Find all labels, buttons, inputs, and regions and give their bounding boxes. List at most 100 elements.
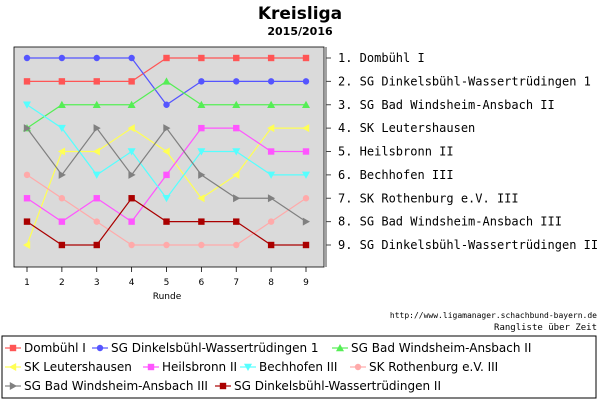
data-point bbox=[302, 100, 310, 108]
data-point bbox=[267, 194, 276, 203]
data-point bbox=[92, 147, 100, 156]
legend-marker bbox=[354, 363, 362, 371]
chart-title: Kreisliga bbox=[258, 4, 342, 24]
data-point bbox=[128, 54, 135, 62]
data-point bbox=[93, 54, 100, 62]
data-point bbox=[302, 195, 310, 202]
data-point bbox=[267, 171, 276, 179]
data-point bbox=[267, 100, 276, 108]
legend-label: SG Dinkelsbühl-Wassertrüdingen II bbox=[234, 379, 441, 393]
rank-label: 6. Bechhofen III bbox=[338, 168, 454, 182]
rank-label: 7. SK Rothenburg e.V. III bbox=[338, 191, 519, 205]
legend-entry: Dombühl I bbox=[5, 341, 86, 355]
data-point bbox=[198, 241, 205, 249]
data-point bbox=[233, 78, 240, 85]
legend-entry: SK Rothenburg e.V. III bbox=[350, 360, 498, 374]
legend-entry: SG Dinkelsbühl-Wassertrüdingen 1 bbox=[92, 341, 319, 355]
data-point bbox=[58, 54, 66, 62]
legend-marker bbox=[9, 344, 17, 352]
data-point bbox=[232, 170, 240, 179]
data-point bbox=[23, 241, 31, 249]
rank-label: 1. Dombühl I bbox=[338, 51, 425, 65]
data-point bbox=[162, 195, 171, 203]
legend-entry: SG Bad Windsheim-Ansbach II bbox=[332, 341, 531, 355]
data-point bbox=[57, 147, 66, 156]
data-point bbox=[127, 124, 135, 133]
series-1 bbox=[23, 54, 310, 85]
data-point bbox=[267, 241, 275, 249]
x-tick-label: 5 bbox=[164, 278, 170, 288]
data-point bbox=[198, 54, 205, 62]
data-point bbox=[267, 148, 275, 155]
data-point bbox=[58, 241, 66, 249]
data-point bbox=[93, 195, 100, 202]
data-point bbox=[267, 54, 275, 62]
data-point bbox=[197, 148, 206, 156]
legend-label: Heilsbronn II bbox=[162, 360, 237, 374]
series-7 bbox=[23, 171, 310, 249]
data-point bbox=[162, 147, 170, 156]
legend-label: SK Rothenburg e.V. III bbox=[369, 360, 498, 374]
legend-marker bbox=[96, 344, 104, 352]
x-axis-label: Runde bbox=[153, 292, 182, 302]
series-6 bbox=[23, 101, 310, 203]
x-tick-label: 6 bbox=[199, 278, 205, 288]
data-point bbox=[198, 218, 205, 225]
rank-label: 3. SG Bad Windsheim-Ansbach II bbox=[338, 98, 555, 112]
data-point bbox=[57, 124, 66, 133]
legend-label: Bechhofen III bbox=[259, 360, 337, 374]
data-point bbox=[23, 124, 31, 133]
series-8 bbox=[23, 124, 310, 226]
data-point bbox=[162, 77, 171, 85]
rank-labels: 1. Dombühl I 2. SG Dinkelsbühl-Wassertrüd… bbox=[338, 51, 598, 252]
data-point bbox=[302, 54, 310, 62]
data-point bbox=[93, 78, 100, 85]
rank-label: 5. Heilsbronn II bbox=[338, 145, 454, 159]
data-point bbox=[163, 101, 170, 108]
data-point bbox=[233, 218, 240, 225]
data-point bbox=[23, 171, 31, 179]
legend-marker bbox=[244, 363, 252, 371]
legend-entry: SK Leutershausen bbox=[5, 360, 132, 374]
data-point bbox=[163, 171, 170, 179]
legend-label: SG Dinkelsbühl-Wassertrüdingen 1 bbox=[111, 341, 319, 355]
data-point bbox=[57, 100, 66, 108]
data-point bbox=[128, 218, 135, 225]
data-point bbox=[58, 170, 66, 179]
data-point bbox=[163, 124, 171, 133]
data-point bbox=[23, 101, 31, 109]
x-tick-label: 7 bbox=[233, 278, 239, 288]
data-point bbox=[233, 124, 240, 132]
legend-marker bbox=[147, 363, 155, 371]
x-tick-label: 4 bbox=[129, 278, 135, 288]
x-tick-label: 2 bbox=[59, 278, 65, 288]
legend-entry: Bechhofen III bbox=[240, 360, 337, 374]
data-point bbox=[128, 241, 135, 249]
data-point bbox=[302, 241, 310, 249]
data-point bbox=[198, 124, 205, 132]
data-point bbox=[302, 171, 310, 179]
data-point bbox=[233, 241, 240, 249]
data-point bbox=[198, 78, 205, 85]
data-point bbox=[127, 100, 136, 108]
data-point bbox=[232, 100, 241, 108]
data-point bbox=[198, 170, 206, 179]
x-axis-ticks: 1 2 3 4 5 6 7 8 9 bbox=[24, 267, 309, 288]
data-point bbox=[58, 195, 66, 202]
data-point bbox=[197, 100, 206, 108]
x-tick-label: 1 bbox=[24, 278, 30, 288]
data-point bbox=[302, 217, 310, 226]
x-tick-label: 8 bbox=[268, 278, 274, 288]
data-point bbox=[128, 170, 136, 179]
rank-label: 4. SK Leutershausen bbox=[338, 121, 475, 135]
data-point bbox=[58, 78, 66, 85]
legend: Dombühl I SG Dinkelsbühl-Wassertrüdingen … bbox=[5, 341, 531, 393]
credit-caption: Rangliste über Zeit bbox=[494, 323, 597, 333]
legend-marker bbox=[336, 344, 344, 352]
legend-entry: SG Bad Windsheim-Ansbach III bbox=[5, 379, 208, 393]
legend-label: Dombühl I bbox=[24, 341, 86, 355]
data-point bbox=[233, 194, 241, 203]
data-point bbox=[23, 54, 31, 62]
series-2 bbox=[23, 54, 310, 108]
